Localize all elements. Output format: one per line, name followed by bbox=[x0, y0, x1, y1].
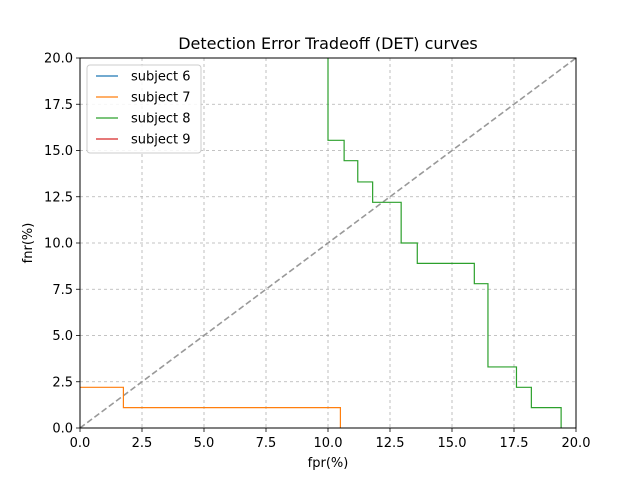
y-tick-label: 5.0 bbox=[52, 329, 73, 344]
y-tick-label: 20.0 bbox=[44, 52, 73, 67]
y-tick-label: 10.0 bbox=[44, 237, 73, 252]
y-tick-label: 7.5 bbox=[52, 283, 73, 298]
y-tick-label: 0.0 bbox=[52, 422, 73, 437]
chart-title: Detection Error Tradeoff (DET) curves bbox=[178, 34, 478, 53]
legend: subject 6 subject 7 subject 8 subject 9 bbox=[86, 64, 202, 154]
legend-label: subject 9 bbox=[131, 133, 191, 148]
legend-label: subject 7 bbox=[131, 91, 191, 106]
x-axis-ticks: 0.0 2.5 5.0 7.5 10.0 12.5 15.0 17.5 20.0 bbox=[70, 428, 591, 451]
series-line-subject-8 bbox=[327, 58, 562, 428]
legend-box bbox=[86, 64, 202, 154]
y-axis-label: fnr(%) bbox=[21, 223, 36, 264]
x-tick-label: 20.0 bbox=[562, 436, 591, 451]
x-tick-label: 10.0 bbox=[314, 436, 343, 451]
x-tick-label: 12.5 bbox=[376, 436, 405, 451]
series-layer bbox=[80, 58, 562, 428]
series-line-subject-7 bbox=[80, 386, 341, 428]
diagonal-layer bbox=[80, 58, 576, 428]
x-axis-label: fpr(%) bbox=[308, 456, 349, 471]
x-tick-label: 2.5 bbox=[132, 436, 153, 451]
x-tick-label: 5.0 bbox=[194, 436, 215, 451]
x-tick-label: 15.0 bbox=[438, 436, 467, 451]
y-axis-ticks: 0.0 2.5 5.0 7.5 10.0 12.5 15.0 17.5 20.0 bbox=[44, 52, 80, 437]
x-tick-label: 7.5 bbox=[256, 436, 277, 451]
y-tick-label: 15.0 bbox=[44, 144, 73, 159]
legend-label: subject 6 bbox=[131, 70, 191, 85]
x-tick-label: 17.5 bbox=[500, 436, 529, 451]
y-tick-label: 12.5 bbox=[44, 190, 73, 205]
chance-diagonal-line bbox=[80, 58, 576, 428]
y-tick-label: 2.5 bbox=[52, 375, 73, 390]
y-tick-label: 17.5 bbox=[44, 98, 73, 113]
x-tick-label: 0.0 bbox=[70, 436, 91, 451]
legend-label: subject 8 bbox=[131, 112, 191, 127]
